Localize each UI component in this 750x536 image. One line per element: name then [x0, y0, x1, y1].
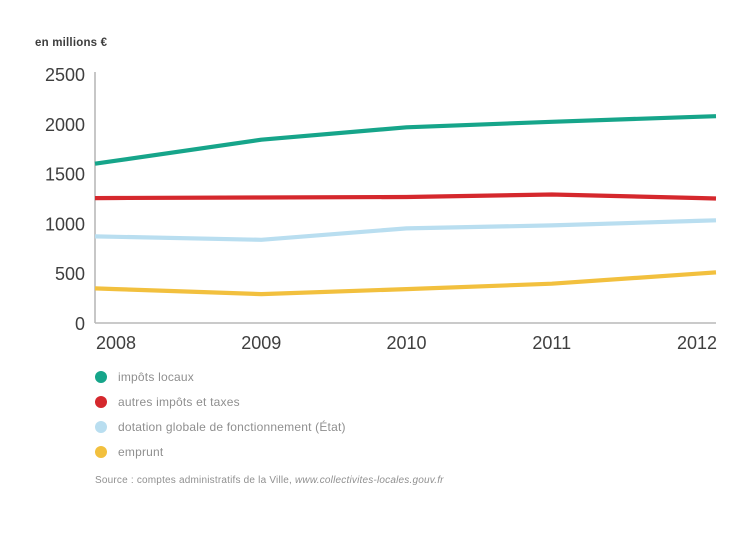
- y-tick-label: 500: [55, 264, 85, 284]
- legend-item-emprunt: emprunt: [95, 439, 346, 464]
- series-line-autres-imp-ts-et-taxes: [94, 192, 717, 201]
- y-tick-label: 1500: [45, 165, 85, 185]
- legend-dot-teal-icon: [95, 370, 107, 383]
- legend: impôts locaux autres impôts et taxes dot…: [95, 364, 346, 464]
- legend-dot-yellow-icon: [95, 445, 107, 458]
- legend-dot-lightblue-icon: [95, 420, 107, 433]
- legend-item-impots-locaux: impôts locaux: [95, 364, 346, 389]
- series-line-emprunt: [94, 270, 717, 297]
- legend-item-dotation-globale: dotation globale de fonctionnement (État…: [95, 414, 346, 439]
- y-tick-label: 1000: [45, 214, 85, 234]
- source-text: Source : comptes administratifs de la Vi…: [95, 475, 296, 486]
- y-tick-label: 2000: [45, 115, 85, 135]
- series-line-imp-ts-locaux: [94, 114, 717, 166]
- x-tick-label: 2011: [532, 333, 571, 353]
- x-tick-label: 2010: [386, 333, 426, 353]
- legend-dot-red-icon: [95, 395, 107, 408]
- x-tick-label: 2009: [241, 333, 281, 353]
- y-tick-label: 2500: [45, 65, 85, 85]
- legend-item-autres-impots: autres impôts et taxes: [95, 389, 346, 414]
- x-tick-label: 2008: [96, 333, 136, 353]
- legend-label: dotation globale de fonctionnement (État…: [118, 419, 346, 434]
- source-note: Source : comptes administratifs de la Vi…: [95, 475, 444, 486]
- x-tick-label: 2012: [677, 333, 717, 353]
- series-line-dotation-globale-de-fonctionnement-tat-: [94, 218, 717, 242]
- legend-label: autres impôts et taxes: [118, 394, 240, 409]
- legend-label: emprunt: [118, 444, 164, 459]
- y-tick-label: 0: [75, 314, 85, 334]
- y-axis-unit-label: en millions €: [35, 37, 108, 49]
- legend-label: impôts locaux: [118, 369, 194, 384]
- source-url: www.collectivites-locales.gouv.fr: [295, 475, 444, 486]
